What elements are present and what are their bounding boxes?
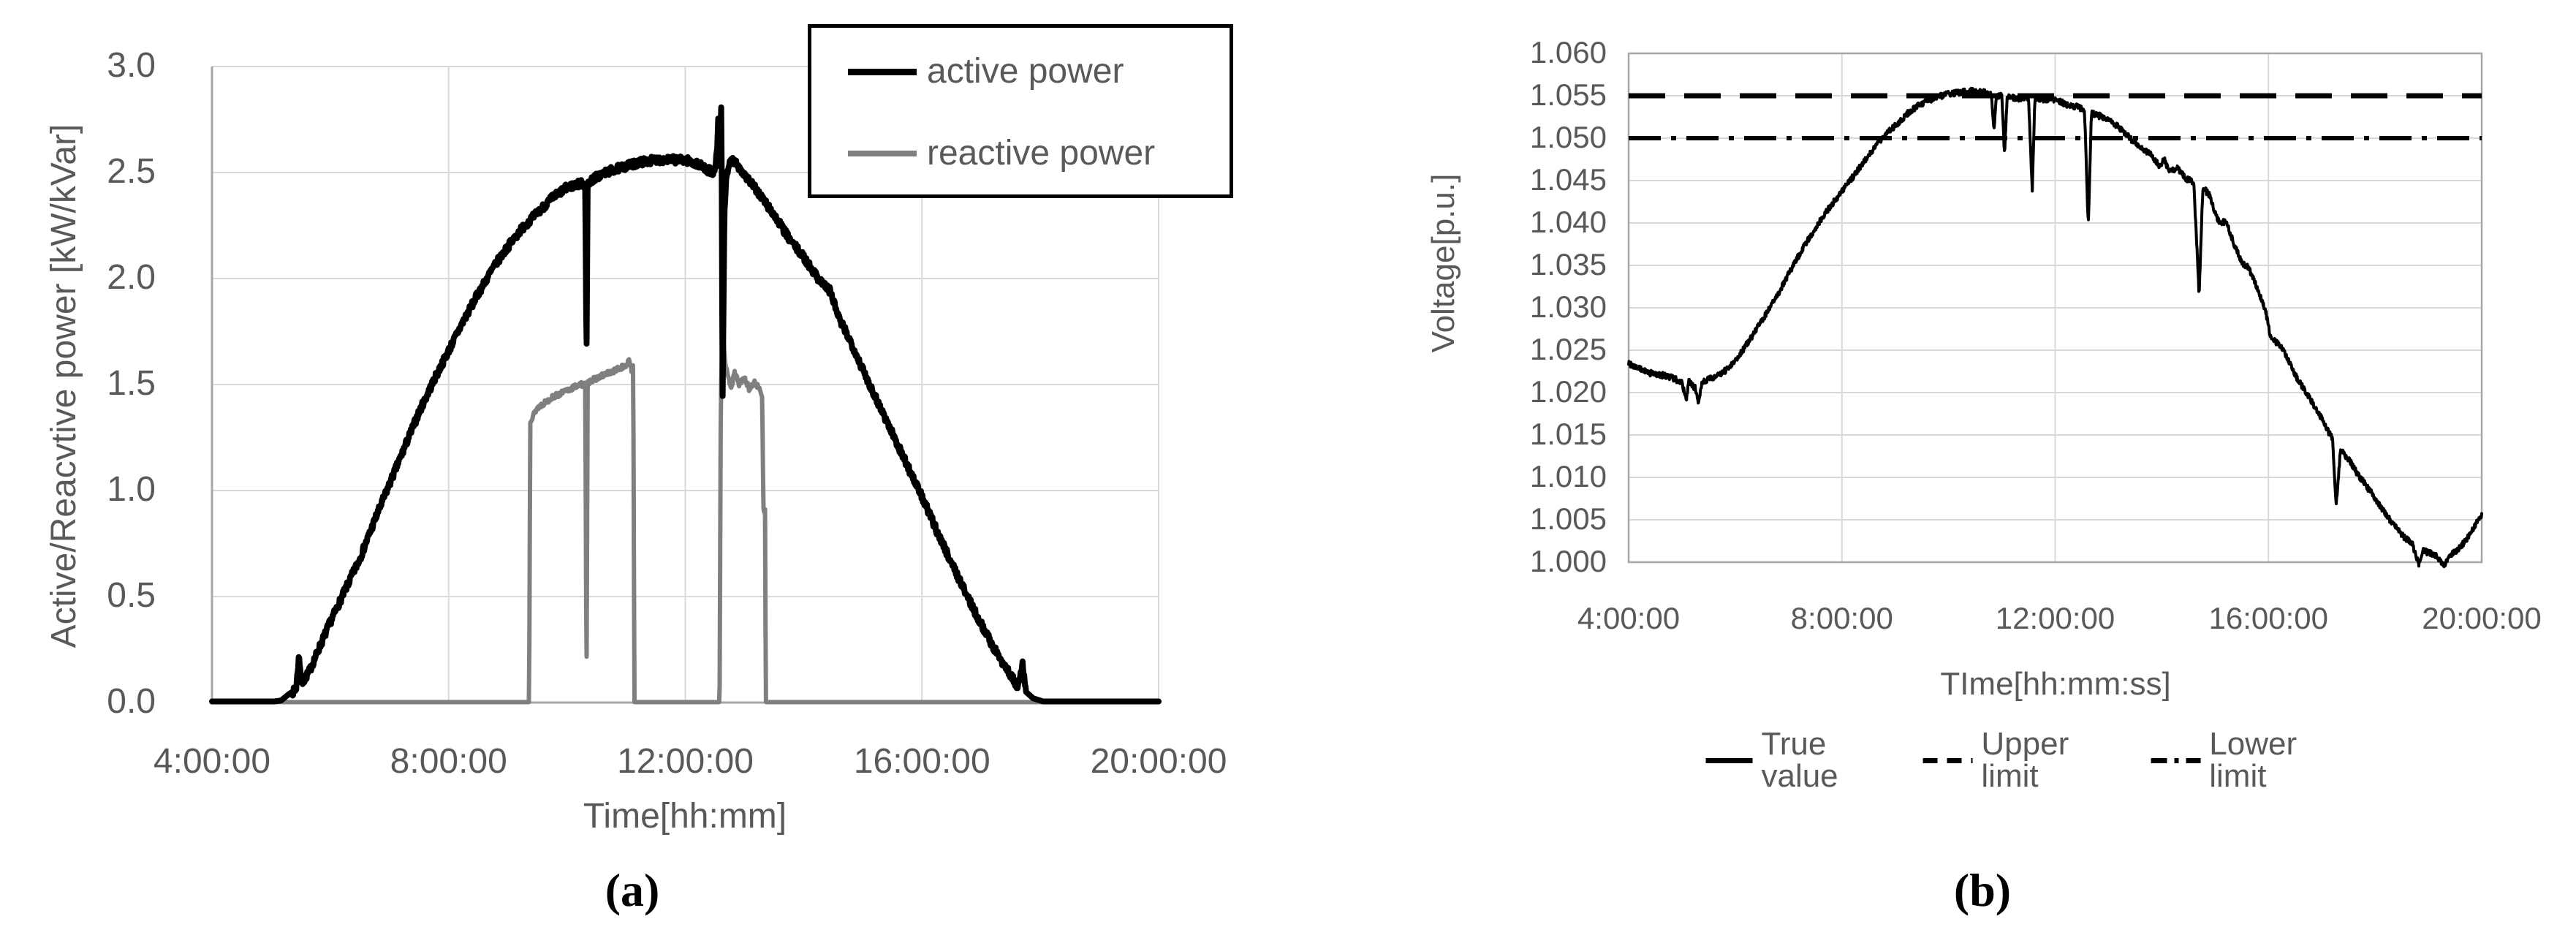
legend-label-reactive-power: reactive power bbox=[927, 134, 1156, 173]
chart-b-x-tick: 20:00:00 bbox=[2422, 601, 2542, 635]
legend-label-true-value: True value bbox=[1761, 726, 1838, 794]
legend-item-true-value: True value bbox=[1705, 726, 1862, 794]
chart-a-x-tick: 4:00:00 bbox=[153, 742, 271, 781]
legend-item-reactive-power: reactive power bbox=[848, 136, 1155, 171]
chart-b-y-tick: 1.020 bbox=[1529, 374, 1607, 409]
chart-b-x-tick: 16:00:00 bbox=[2208, 601, 2329, 635]
chart-b-y-tick: 1.025 bbox=[1529, 332, 1607, 367]
chart-a-y-tick: 2.5 bbox=[107, 152, 156, 192]
chart-b-y-tick: 1.030 bbox=[1529, 290, 1607, 325]
chart-b-x-tick: 8:00:00 bbox=[1790, 601, 1893, 635]
legend-label-lower-limit: Lower limit bbox=[2209, 726, 2297, 794]
chart-b-y-tick: 1.005 bbox=[1529, 502, 1607, 537]
chart-b-x-tick: 12:00:00 bbox=[1995, 601, 2115, 635]
chart-b-y-tick: 1.015 bbox=[1529, 417, 1607, 452]
caption-a: (a) bbox=[605, 864, 660, 916]
chart-a-x-tick: 20:00:00 bbox=[1090, 742, 1227, 781]
chart-a-y-tick: 2.0 bbox=[107, 258, 156, 298]
chart-a-y-tick: 1.5 bbox=[107, 364, 156, 404]
chart-b-y-tick: 1.000 bbox=[1529, 544, 1607, 579]
legend-label-upper-limit: Upper limit bbox=[1981, 726, 2069, 794]
legend-item-active-power: active power bbox=[848, 54, 1124, 89]
chart-b-y-tick: 1.010 bbox=[1529, 459, 1607, 494]
reactive-power-line-sample bbox=[848, 151, 917, 156]
upper-limit-dashed-line-sample bbox=[1922, 757, 1973, 763]
true-value-line-sample bbox=[1705, 757, 1753, 763]
chart-a-x-tick: 12:00:00 bbox=[617, 742, 754, 781]
chart-b-y-axis-title: Voltage[p.u.] bbox=[1425, 173, 1461, 353]
chart-b-y-tick: 1.060 bbox=[1529, 35, 1607, 70]
chart-a-x-axis-title: Time[hh:mm] bbox=[583, 797, 787, 836]
chart-b-y-tick: 1.045 bbox=[1529, 162, 1607, 197]
chart-b-y-tick: 1.055 bbox=[1529, 77, 1607, 113]
chart-a-y-tick: 0.5 bbox=[107, 576, 156, 616]
chart-b-legend: True value Upper limit Lower limit bbox=[1705, 726, 2318, 794]
chart-b-x-axis-title: TIme[hh:mm:ss] bbox=[1940, 666, 2171, 702]
caption-b: (b) bbox=[1953, 864, 2012, 916]
chart-a-y-tick: 3.0 bbox=[107, 46, 156, 86]
chart-a-legend: active power reactive power bbox=[808, 24, 1233, 198]
chart-a-y-tick: 1.0 bbox=[107, 470, 156, 510]
chart-b-y-tick: 1.040 bbox=[1529, 205, 1607, 240]
legend-item-lower-limit: Lower limit bbox=[2151, 728, 2318, 792]
chart-b-y-tick: 1.050 bbox=[1529, 120, 1607, 155]
legend-label-active-power: active power bbox=[927, 52, 1124, 91]
chart-b-y-tick: 1.035 bbox=[1529, 247, 1607, 282]
chart-b-x-tick: 4:00:00 bbox=[1577, 601, 1681, 635]
lower-limit-dashdot-line-sample bbox=[2151, 757, 2201, 763]
chart-a-y-tick: 0.0 bbox=[107, 682, 156, 722]
active-power-line-sample bbox=[848, 68, 917, 75]
chart-a-x-tick: 8:00:00 bbox=[390, 742, 507, 781]
chart-a-x-tick: 16:00:00 bbox=[853, 742, 990, 781]
legend-item-upper-limit: Upper limit bbox=[1922, 726, 2090, 794]
